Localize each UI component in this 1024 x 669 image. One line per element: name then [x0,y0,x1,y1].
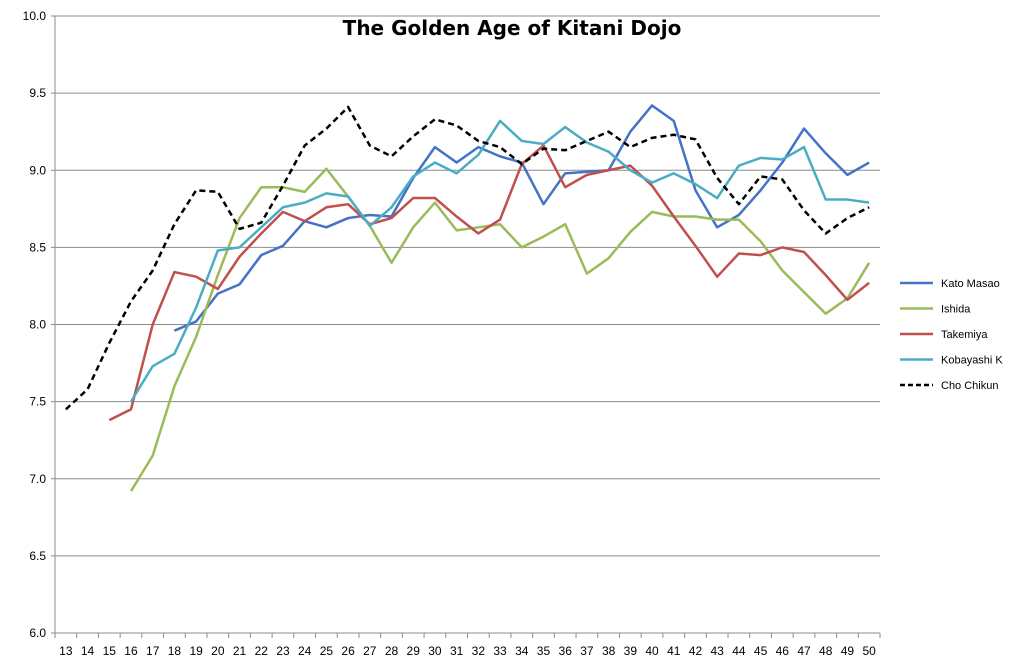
x-tick-label: 18 [168,644,182,658]
series-takemiya [108,144,870,422]
x-tick-label: 24 [298,644,312,658]
y-tick-label: 6.5 [29,549,46,563]
x-tick-label: 42 [689,644,703,658]
x-tick-label: 23 [276,644,290,658]
x-tick-label: 45 [754,644,768,658]
legend-label: Kobayashi K [941,355,1003,367]
legend-label: Ishida [941,304,971,316]
x-tick-label: 50 [862,644,876,658]
x-tick-label: 22 [255,644,269,658]
y-tick-label: 6.0 [29,626,46,640]
x-tick-label: 26 [341,644,355,658]
y-tick-label: 10.0 [23,9,47,23]
legend-item: Cho Chikun [900,380,998,392]
x-tick-label: 48 [819,644,833,658]
y-tick-label: 7.5 [29,395,46,409]
x-tick-label: 21 [233,644,247,658]
x-tick-label: 32 [472,644,486,658]
x-tick-label: 20 [211,644,225,658]
x-tick-label: 36 [559,644,573,658]
x-tick-label: 16 [124,644,138,658]
x-tick-label: 31 [450,644,464,658]
x-tick-label: 30 [428,644,442,658]
x-tick-label: 15 [103,644,117,658]
x-tick-label: 35 [537,644,551,658]
y-tick-label: 9.5 [29,86,46,100]
series-lines [65,104,871,492]
x-tick-label: 29 [407,644,421,658]
x-tick-label: 13 [59,644,73,658]
legend-item: Kato Masao [900,278,1000,290]
gridlines [55,15,880,634]
series-line [65,105,870,411]
y-tick-label: 8.0 [29,318,46,332]
x-tick-label: 33 [493,644,507,658]
series-ishida [129,167,871,492]
x-tick-label: 40 [645,644,659,658]
legend-item: Ishida [900,304,971,316]
x-tick-label: 14 [81,644,95,658]
x-tick-label: 39 [624,644,638,658]
x-tick-label: 49 [841,644,855,658]
axes: 6.0 6.5 7.0 7.5 8.0 8.5 9.0 9.5 10.0 13 14 15 16 17 18… [23,9,881,658]
series-line [108,144,870,422]
x-tick-label: 46 [776,644,790,658]
x-tick-label: 38 [602,644,616,658]
legend-item: Takemiya [900,329,988,341]
x-tick-label: 27 [363,644,377,658]
series-line [129,119,870,403]
x-tick-label: 47 [797,644,811,658]
x-tick-label: 25 [320,644,334,658]
y-tick-label: 8.5 [29,240,46,254]
x-tick-label: 44 [732,644,746,658]
series-kobayashi-k [129,119,870,403]
legend-label: Cho Chikun [941,380,998,392]
x-tick-label: 37 [580,644,594,658]
series-cho-chikun [65,105,870,411]
legend-label: Takemiya [941,329,988,341]
x-tick-label: 43 [710,644,724,658]
x-tick-label: 41 [667,644,681,658]
series-line [129,167,871,492]
y-tick-label: 9.0 [29,163,46,177]
legend-label: Kato Masao [941,278,1000,290]
x-tick-label: 17 [146,644,160,658]
x-tick-label: 34 [515,644,529,658]
legend: Kato Masao Ishida Takemiya Kobayashi K Cho C… [900,278,1003,392]
x-tick-label: 28 [385,644,399,658]
y-tick-label: 7.0 [29,472,46,486]
x-tick-label: 19 [189,644,203,658]
legend-item: Kobayashi K [900,355,1003,367]
chart-title: The Golden Age of Kitani Dojo [343,16,682,40]
